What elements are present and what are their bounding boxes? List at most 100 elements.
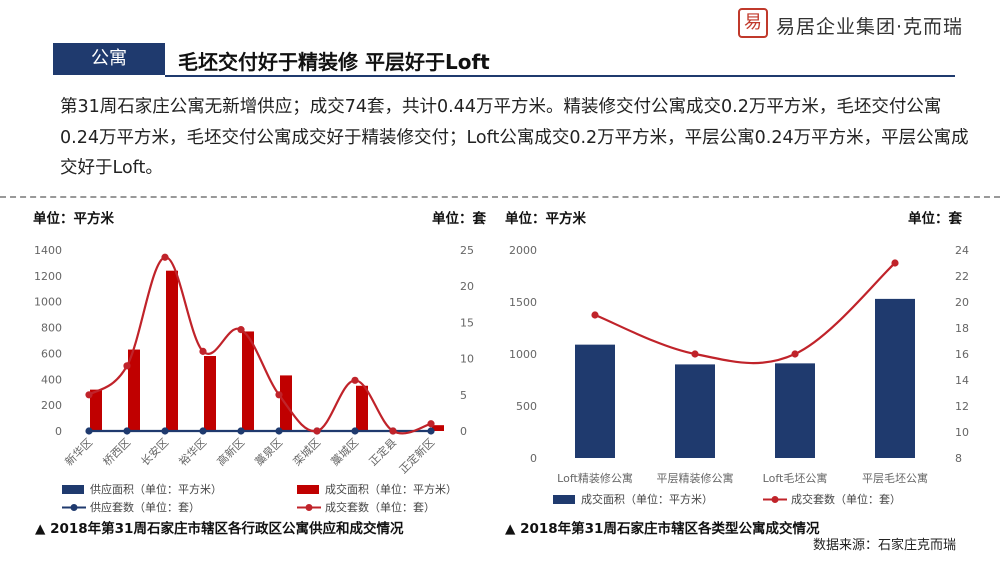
c2-ytick: 0 <box>530 452 537 465</box>
c2-bar <box>575 344 615 458</box>
chart2-unit-left: 单位：平方米 <box>505 210 586 227</box>
c1-ytick: 800 <box>41 322 62 335</box>
c2-y2tick: 12 <box>955 400 969 413</box>
c1-point <box>313 427 321 435</box>
c1-xlabel: 藁泉区 <box>252 435 285 468</box>
c1-legend-label: 成交面积（单位：平方米） <box>325 482 457 496</box>
c2-ytick: 1000 <box>509 348 537 361</box>
c1-legend-label: 成交套数（单位：套） <box>325 500 435 514</box>
c1-xlabel: 裕华区 <box>176 435 209 468</box>
c1-legend-marker <box>305 504 313 511</box>
c1-ytick: 200 <box>41 399 62 412</box>
c1-legend-marker <box>70 504 78 511</box>
c2-bar <box>875 298 915 458</box>
c1-y2tick: 5 <box>460 389 467 402</box>
c1-xlabel: 高新区 <box>214 435 247 468</box>
c1-point <box>237 326 245 334</box>
c1-legend-label: 供应套数（单位：套） <box>90 500 200 514</box>
c1-y2tick: 15 <box>460 316 474 329</box>
c2-y2tick: 8 <box>955 452 962 465</box>
c1-xlabel: 栾城区 <box>290 435 323 468</box>
c1-y2tick: 0 <box>460 425 467 438</box>
c1-xlabel: 正定县 <box>366 435 399 468</box>
c1-y2tick: 20 <box>460 280 474 293</box>
c2-point <box>691 350 699 358</box>
c1-bar <box>90 389 102 431</box>
c1-point <box>199 427 207 435</box>
c1-point <box>161 427 169 435</box>
c1-point <box>427 427 435 435</box>
chart1-unit-right: 单位：套 <box>432 210 486 227</box>
c1-ytick: 1000 <box>34 296 62 309</box>
c1-xlabel: 藁城区 <box>329 436 362 469</box>
c2-line <box>594 262 896 365</box>
c2-y2tick: 20 <box>955 296 969 309</box>
c2-xlabel: Loft精装修公寓 <box>557 471 633 485</box>
chart2-unit-right: 单位：套 <box>908 210 962 227</box>
c1-xlabel: 新华区 <box>62 435 95 468</box>
brand-logo: 易 易居企业集团·克而瑞 <box>738 6 1000 40</box>
c1-legend-swatch <box>297 485 319 494</box>
c1-ytick: 400 <box>41 373 62 386</box>
c1-point <box>237 427 245 435</box>
c2-legend-swatch <box>553 495 575 504</box>
c1-point <box>85 427 93 435</box>
c1-y2tick: 10 <box>460 353 474 366</box>
chart1-unit-left: 单位：平方米 <box>33 210 114 227</box>
c2-y2tick: 18 <box>955 322 969 335</box>
c2-xlabel: 平层毛坯公寓 <box>862 471 928 485</box>
data-source: 数据来源：石家庄克而瑞 <box>813 537 956 553</box>
chart2-caption: ▲ 2018年第31周石家庄市辖区各类型公寓成交情况 <box>505 520 820 537</box>
c1-bar <box>432 425 444 431</box>
c2-xlabel: Loft毛坯公寓 <box>763 471 828 485</box>
logo-text: 易居企业集团·克而瑞 <box>776 16 964 38</box>
c2-point <box>891 259 899 267</box>
c2-bar <box>775 363 815 458</box>
section-divider <box>0 196 1000 198</box>
c2-point <box>791 350 799 358</box>
c1-ytick: 0 <box>55 425 62 438</box>
c1-point <box>351 427 359 435</box>
c2-legend-marker <box>771 496 779 503</box>
c2-ytick: 1500 <box>509 296 537 309</box>
c1-bar <box>242 331 254 431</box>
c1-line <box>88 256 432 435</box>
c2-ytick: 2000 <box>509 244 537 257</box>
c2-ytick: 500 <box>516 400 537 413</box>
c2-bar <box>675 364 715 458</box>
c1-point <box>161 253 169 261</box>
c1-ytick: 1200 <box>34 270 62 283</box>
c1-point <box>313 427 321 435</box>
c1-point <box>123 427 131 435</box>
c1-point <box>123 362 131 370</box>
c1-xlabel: 正定新区 <box>396 435 437 476</box>
c1-point <box>199 347 207 355</box>
logo-mark: 易 <box>738 8 768 38</box>
c1-xlabel: 长安区 <box>138 435 171 468</box>
c1-legend-swatch <box>62 485 84 494</box>
c1-point <box>389 427 397 435</box>
c1-y2tick: 25 <box>460 244 474 257</box>
c2-y2tick: 16 <box>955 348 969 361</box>
c1-bar <box>204 356 216 431</box>
c1-xlabel: 桥西区 <box>101 436 134 469</box>
c2-y2tick: 24 <box>955 244 969 257</box>
c1-bar <box>166 270 178 431</box>
summary-paragraph: 第31周石家庄公寓无新增供应；成交74套，共计0.44万平方米。精装修交付公寓成… <box>60 97 969 178</box>
c2-y2tick: 22 <box>955 270 969 283</box>
c1-ytick: 600 <box>41 347 62 360</box>
chart1-caption: ▲ 2018年第31周石家庄市辖区各行政区公寓供应和成交情况 <box>35 520 404 537</box>
c1-point <box>85 391 93 399</box>
c1-bar <box>280 375 292 431</box>
c1-bar <box>356 385 368 431</box>
c2-legend-label: 成交面积（单位：平方米） <box>581 492 713 506</box>
c1-point <box>275 391 283 399</box>
c2-point <box>591 311 599 319</box>
c2-y2tick: 10 <box>955 426 969 439</box>
c1-point <box>427 420 435 428</box>
c1-bar <box>128 349 140 431</box>
c1-point <box>351 376 359 384</box>
section-tag: 公寓 <box>53 43 165 75</box>
c2-y2tick: 14 <box>955 374 969 387</box>
